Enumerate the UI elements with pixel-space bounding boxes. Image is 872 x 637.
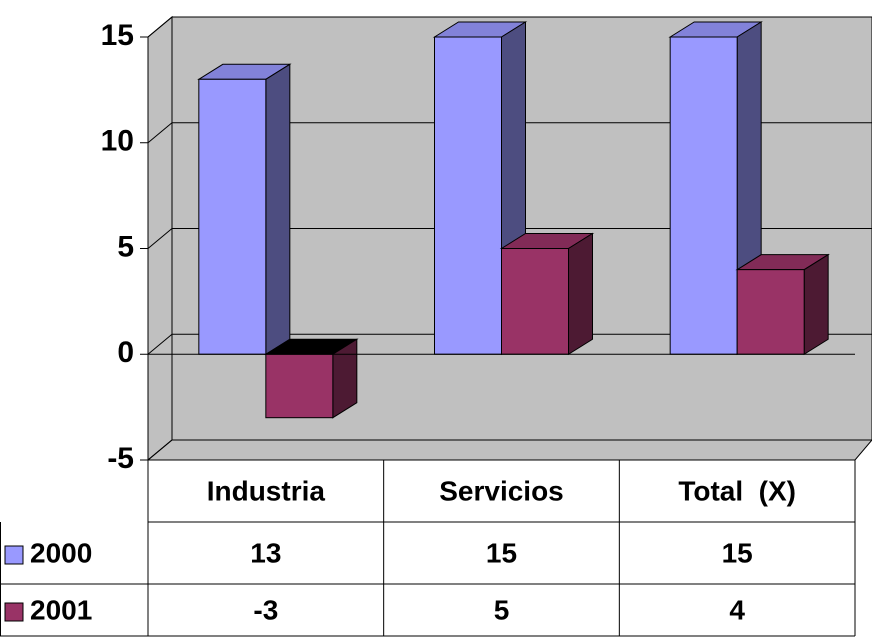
- bar: [735, 253, 830, 356]
- table-value: 4: [729, 594, 745, 625]
- bar: [499, 232, 595, 356]
- bar-front: [198, 78, 267, 355]
- bar-side: [803, 253, 829, 356]
- y-tick-label: -5: [107, 442, 134, 475]
- grid-line: [147, 439, 173, 461]
- floor: [146, 439, 872, 461]
- axis: -5 0 5 10 15: [101, 19, 149, 475]
- table-value: 5: [494, 594, 510, 625]
- grid-line: [147, 122, 173, 144]
- category-label: Industria: [207, 475, 326, 506]
- table-value: -3: [253, 594, 278, 625]
- grid-line: [147, 16, 173, 38]
- y-tick-label: 0: [117, 336, 134, 369]
- bars: [148, 21, 855, 419]
- legend-label: 2001: [30, 594, 92, 625]
- category-label: Total (X): [678, 475, 796, 506]
- y-tick-label: 10: [101, 125, 134, 158]
- legend-label: 2000: [30, 537, 92, 568]
- bar-side: [568, 232, 593, 356]
- y-tick-label: 15: [101, 19, 134, 52]
- table-value: 13: [250, 537, 281, 568]
- grid-line: [147, 333, 173, 355]
- bar-front: [669, 36, 738, 355]
- bar-side: [265, 63, 291, 356]
- bar-front: [501, 248, 569, 355]
- table-value: 15: [722, 537, 753, 568]
- bar-front: [265, 353, 334, 419]
- bar: [197, 63, 292, 356]
- table-value: 15: [486, 537, 517, 568]
- bar: [264, 338, 359, 419]
- bar-front: [434, 36, 502, 355]
- data-table: Industria Servicios Total (X) 2000 13 15 15 200…: [0, 459, 856, 637]
- grid-line: [147, 228, 173, 249]
- legend-key: [4, 545, 24, 565]
- legend-key: [4, 602, 24, 622]
- y-tick-label: 5: [117, 230, 134, 263]
- category-label: Servicios: [439, 475, 564, 506]
- bar-front: [736, 269, 805, 355]
- bar: [432, 21, 528, 356]
